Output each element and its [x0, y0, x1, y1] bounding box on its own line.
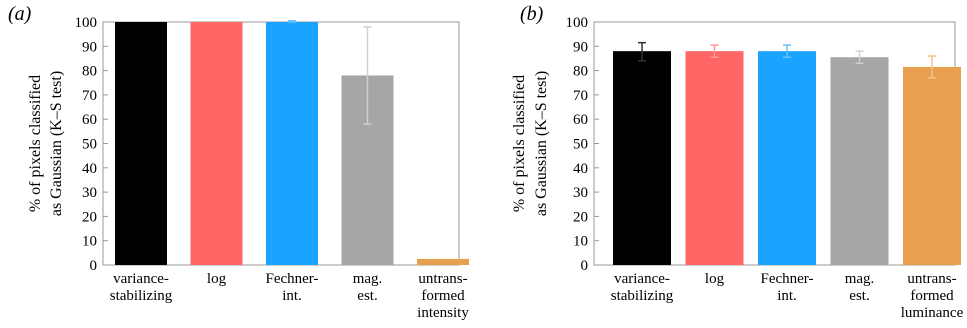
y-tick-label: 30 — [82, 185, 97, 201]
bar — [417, 258, 469, 265]
y-tick-label: 50 — [82, 137, 97, 153]
x-category-label: variance- — [614, 271, 670, 287]
chart-panel-a: (a) % of pixels classified as Gaussian (K–… — [8, 3, 469, 321]
y-axis-title-line: as Gaussian (K–S test) — [533, 71, 550, 216]
y-axis-title-line: % of pixels classified — [511, 75, 528, 212]
x-category-label: stabilizing — [611, 288, 674, 304]
y-axis-title-line: % of pixels classified — [27, 75, 44, 212]
y-tick-label: 100 — [566, 15, 589, 31]
x-category-label: untrans- — [907, 271, 956, 287]
x-category-label: est. — [849, 288, 869, 304]
chart-panel-b: (b) % of pixels classified as Gaussian (K–… — [511, 3, 964, 321]
y-tick-label: 60 — [82, 112, 97, 128]
x-category-label: est. — [357, 288, 377, 304]
x-category-label: Fechner- — [265, 271, 318, 287]
y-tick-label: 40 — [573, 161, 588, 177]
bar — [190, 22, 243, 265]
bar — [266, 22, 318, 265]
bar — [903, 66, 961, 265]
y-tick-label: 100 — [75, 15, 98, 31]
bar — [758, 51, 816, 265]
x-category-label: variance- — [113, 271, 169, 287]
y-tick-label: 20 — [573, 209, 588, 225]
bar — [115, 22, 167, 265]
bar — [685, 51, 744, 265]
y-tick-label: 80 — [82, 64, 97, 80]
x-category-label: Fechner- — [760, 271, 813, 287]
x-category-label: intensity — [417, 305, 469, 321]
x-category-label: untrans- — [418, 271, 467, 287]
y-tick-label: 60 — [573, 112, 588, 128]
y-tick-label: 30 — [573, 185, 588, 201]
x-category-label: luminance — [901, 305, 964, 321]
panel-label: (b) — [520, 3, 544, 25]
bar — [830, 57, 889, 265]
x-category-label: stabilizing — [110, 288, 173, 304]
x-category-label: log — [207, 271, 227, 287]
y-tick-label: 90 — [573, 39, 588, 55]
y-axis-title-line: as Gaussian (K–S test) — [48, 71, 65, 216]
x-category-label: formed — [910, 288, 954, 304]
x-category-label: mag. — [845, 271, 875, 287]
x-category-label: formed — [421, 288, 465, 304]
panel-label: (a) — [8, 3, 32, 25]
x-category-label: mag. — [353, 271, 383, 287]
y-tick-label: 70 — [573, 88, 588, 104]
x-category-label: int. — [777, 288, 797, 304]
y-tick-label: 10 — [82, 234, 97, 250]
bar — [613, 51, 671, 265]
y-tick-label: 90 — [82, 39, 97, 55]
y-tick-label: 50 — [573, 137, 588, 153]
y-tick-label: 0 — [581, 258, 589, 274]
x-category-label: int. — [282, 288, 302, 304]
y-tick-label: 70 — [82, 88, 97, 104]
y-tick-label: 80 — [573, 64, 588, 80]
y-tick-label: 0 — [90, 258, 98, 274]
y-tick-label: 40 — [82, 161, 97, 177]
x-category-label: log — [705, 271, 725, 287]
y-tick-label: 10 — [573, 234, 588, 250]
y-tick-label: 20 — [82, 209, 97, 225]
